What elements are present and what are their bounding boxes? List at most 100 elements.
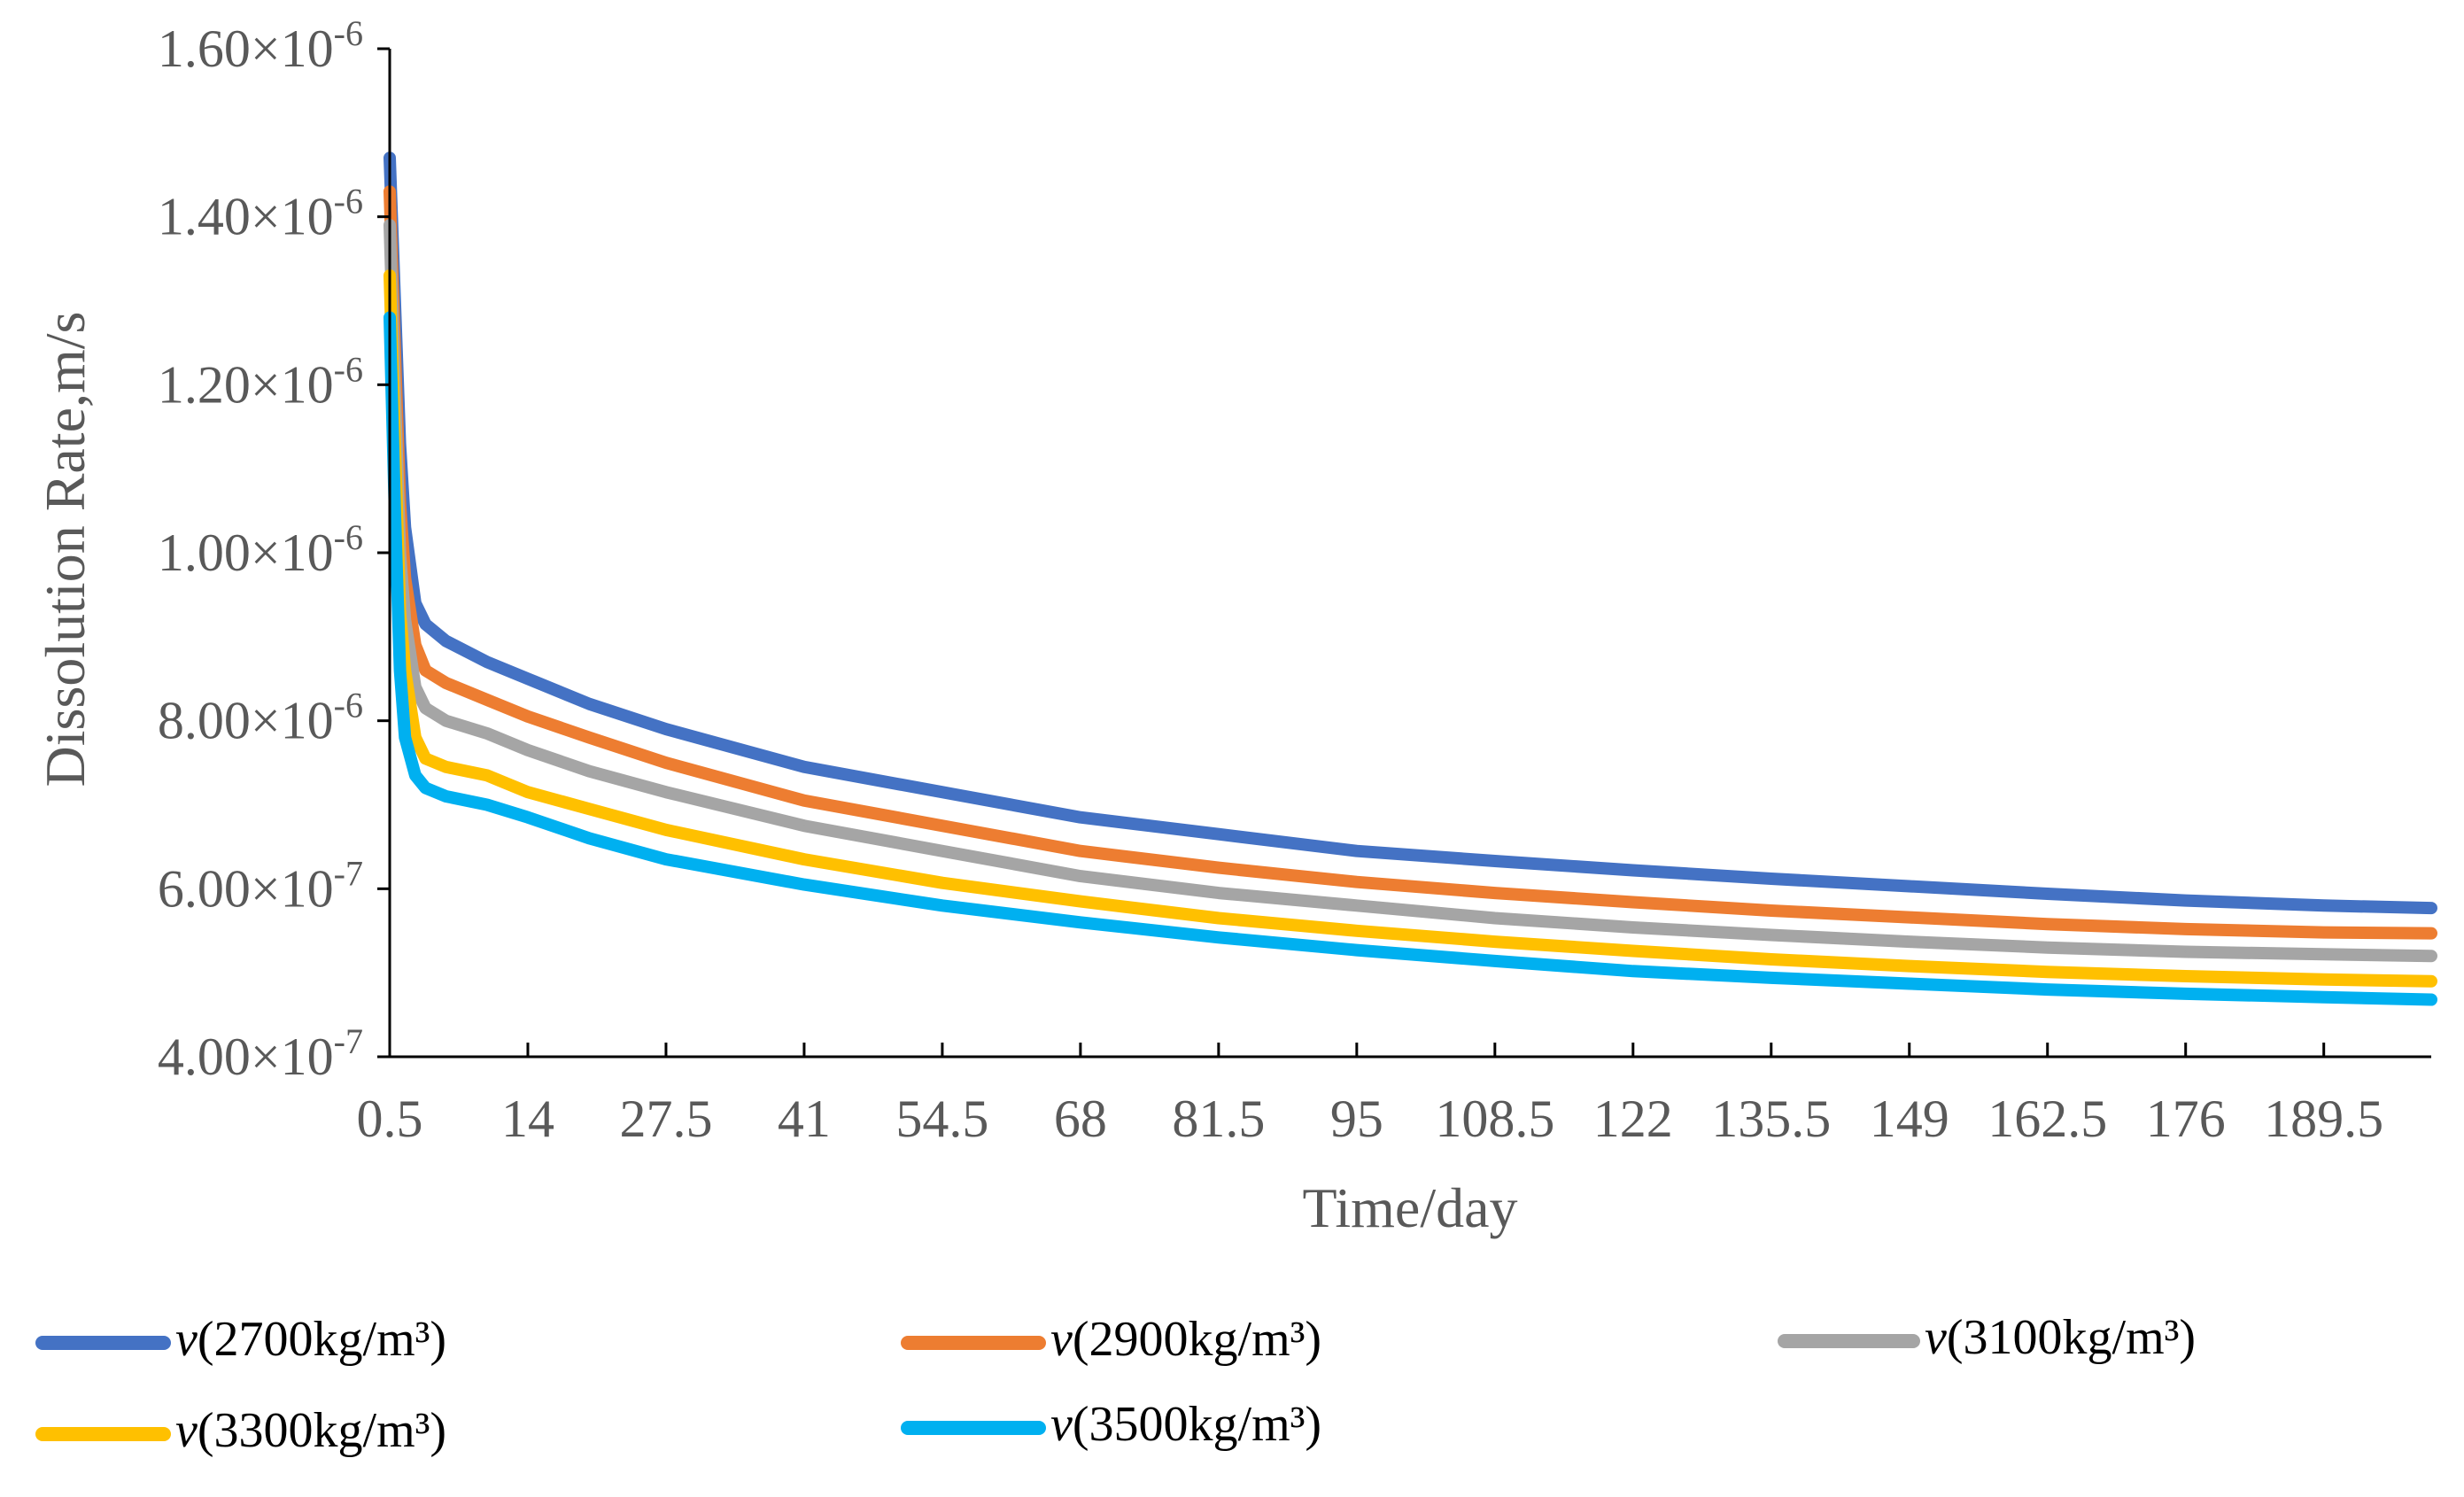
x-tick-label: 176 <box>2146 1090 2226 1148</box>
x-tick-label: 68 <box>1054 1090 1107 1148</box>
series-line-3100 <box>384 219 2437 963</box>
data-point-3100 <box>588 770 591 772</box>
data-point-3300 <box>1631 950 1634 952</box>
series-line-3300 <box>384 269 2437 988</box>
data-point-2700 <box>1631 869 1634 872</box>
data-point-3500 <box>588 837 591 840</box>
data-point-3100 <box>2046 946 2049 949</box>
data-point-3300 <box>1217 917 1220 919</box>
data-point-2900 <box>941 825 943 827</box>
y-tick-label: 1.40×10-6 <box>158 182 363 246</box>
legend-item-2700: v(2700kg/m³) <box>35 1312 446 1367</box>
data-point-2900 <box>424 669 427 671</box>
data-point-2700 <box>802 765 805 768</box>
data-point-3100 <box>1217 892 1220 895</box>
data-point-3500 <box>1355 949 1358 951</box>
data-point-2900 <box>588 736 591 739</box>
data-point-3500 <box>414 774 416 777</box>
data-point-3300 <box>802 858 805 861</box>
series-lines <box>384 151 2437 1006</box>
x-tick-label: 54.5 <box>895 1090 988 1148</box>
data-point-2900 <box>2430 932 2432 935</box>
legend-label: v(3500kg/m³) <box>1050 1397 1321 1452</box>
data-point-3300 <box>1079 900 1081 903</box>
data-point-2700 <box>2322 904 2325 907</box>
y-tick-label: 1.60×10-6 <box>158 13 363 78</box>
legend-item-3100: v(3100kg/m³) <box>1778 1310 2196 1365</box>
data-point-3500 <box>941 904 943 907</box>
data-point-3300 <box>485 774 488 777</box>
data-point-2900 <box>2184 927 2187 930</box>
data-point-2900 <box>527 715 529 717</box>
data-point-2700 <box>1079 816 1081 818</box>
series-line-3500 <box>384 311 2437 1006</box>
legend-label: v(2900kg/m³) <box>1050 1312 1321 1367</box>
data-point-2900 <box>1493 892 1496 895</box>
y-tick-label: 4.00×10-7 <box>158 1021 363 1086</box>
data-point-3100 <box>941 849 943 852</box>
data-point-3500 <box>1493 959 1496 962</box>
legend: v(2700kg/m³) v(2900kg/m³) v(3100kg/m³) v(33… <box>35 1310 2196 1458</box>
data-point-3100 <box>527 748 529 751</box>
data-point-3300 <box>445 765 447 768</box>
x-tick-label: 162.5 <box>1987 1090 2107 1148</box>
data-point-3300 <box>665 828 667 831</box>
data-point-2900 <box>802 799 805 802</box>
data-point-3500 <box>802 883 805 886</box>
data-point-2700 <box>485 661 488 663</box>
y-axis-ticks: 4.00×10-7 6.00×10-7 8.00×10-6 1.00×10-6 1.20… <box>158 13 390 1086</box>
data-point-3300 <box>2184 975 2187 977</box>
data-point-3100 <box>802 825 805 827</box>
data-point-2900 <box>445 682 447 684</box>
x-tick-label: 108.5 <box>1435 1090 1554 1148</box>
data-point-2900 <box>2322 931 2325 934</box>
data-point-3500 <box>485 803 488 806</box>
data-point-3100 <box>1079 875 1081 878</box>
x-tick-label: 135.5 <box>1711 1090 1831 1148</box>
data-point-3100 <box>414 686 416 688</box>
y-tick-label: 1.20×10-6 <box>158 349 363 414</box>
data-point-3500 <box>2430 998 2432 1001</box>
data-point-2700 <box>2046 893 2049 895</box>
data-point-2700 <box>1770 878 1772 880</box>
data-point-2900 <box>1355 880 1358 883</box>
legend-item-2900: v(2900kg/m³) <box>901 1312 1321 1367</box>
data-point-3100 <box>2322 953 2325 956</box>
data-point-2900 <box>1770 910 1772 911</box>
data-point-2900 <box>1217 866 1220 869</box>
data-point-3500 <box>1079 921 1081 924</box>
data-point-2700 <box>2184 899 2187 902</box>
data-point-3100 <box>2184 950 2187 953</box>
y-tick-label: 8.00×10-6 <box>158 686 363 750</box>
data-point-3300 <box>527 791 529 794</box>
series-line-2900 <box>384 185 2437 940</box>
data-point-3100 <box>1631 927 1634 928</box>
x-tick-label: 14 <box>501 1090 554 1148</box>
data-point-2700 <box>941 791 943 794</box>
x-tick-label: 189.5 <box>2264 1090 2383 1148</box>
x-tick-label: 0.5 <box>357 1090 423 1148</box>
data-point-2700 <box>527 678 529 680</box>
x-tick-label: 149 <box>1870 1090 1949 1148</box>
data-point-3100 <box>1770 934 1772 936</box>
data-point-3500 <box>1908 982 1910 985</box>
data-point-3500 <box>399 669 401 671</box>
data-point-3300 <box>1908 965 1910 967</box>
data-point-3500 <box>665 858 667 861</box>
data-point-2700 <box>665 728 667 731</box>
data-point-3100 <box>1908 941 1910 943</box>
data-point-2700 <box>1355 849 1358 852</box>
data-point-2700 <box>588 702 591 705</box>
data-point-3300 <box>1493 941 1496 943</box>
x-tick-label: 122 <box>1593 1090 1673 1148</box>
data-point-2700 <box>1908 885 1910 888</box>
data-point-2900 <box>1908 916 1910 919</box>
x-tick-label: 95 <box>1330 1090 1383 1148</box>
data-point-3300 <box>2322 978 2325 981</box>
series-line-2700 <box>384 151 2437 915</box>
data-point-3300 <box>2430 980 2432 982</box>
data-point-2700 <box>445 640 447 642</box>
data-point-3500 <box>2046 989 2049 991</box>
legend-label: v(3100kg/m³) <box>1925 1310 2196 1365</box>
